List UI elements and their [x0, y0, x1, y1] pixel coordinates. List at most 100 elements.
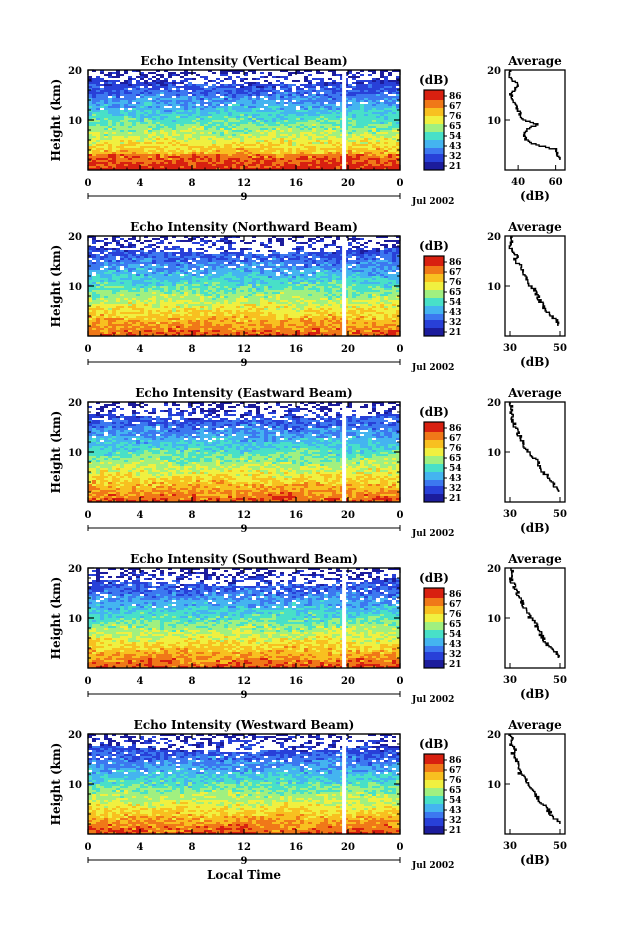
colorbar-segment — [424, 446, 444, 449]
colorbar-tick-label: 86 — [449, 424, 462, 434]
colorbar-segment — [424, 168, 444, 171]
avg-y-tick-label: 20 — [487, 730, 501, 741]
avg-x-tick-label: 30 — [503, 343, 517, 354]
avg-x-tick-label: 30 — [503, 841, 517, 852]
avg-x-label: (dB) — [520, 355, 550, 369]
avg-profile-line — [508, 70, 561, 160]
colorbar-segment — [424, 454, 444, 457]
colorbar-segment — [424, 796, 444, 799]
x-tick-label: 12 — [237, 344, 251, 355]
colorbar-tick-label: 32 — [449, 816, 462, 826]
avg-x-tick-label: 30 — [503, 675, 517, 686]
avg-title: Average — [507, 552, 562, 566]
colorbar-segment — [424, 770, 444, 773]
colorbar-segment — [424, 826, 444, 829]
colorbar-segment — [424, 808, 444, 811]
colorbar-segment — [424, 766, 444, 769]
colorbar-segment — [424, 468, 444, 471]
colorbar-tick-label: 65 — [449, 620, 462, 630]
colorbar-tick-label: 21 — [449, 494, 462, 504]
x-tick-label: 0 — [85, 178, 92, 189]
colorbar-tick-label: 65 — [449, 288, 462, 298]
colorbar-segment — [424, 166, 444, 169]
colorbar-segment — [424, 314, 444, 317]
x-tick-label: 16 — [289, 344, 303, 355]
colorbar-segment — [424, 822, 444, 825]
colorbar-segment — [424, 606, 444, 609]
y-tick-label: 10 — [68, 282, 82, 293]
colorbar-segment — [424, 490, 444, 493]
colorbar-segment — [424, 294, 444, 297]
colorbar-segment — [424, 298, 444, 301]
colorbar-tick-label: 32 — [449, 484, 462, 494]
colorbar-segment — [424, 140, 444, 143]
colorbar-segment — [424, 638, 444, 641]
colorbar-segment — [424, 472, 444, 475]
colorbar-segment — [424, 162, 444, 165]
colorbar-segment — [424, 98, 444, 101]
colorbar-segment — [424, 304, 444, 307]
colorbar-segment — [424, 626, 444, 629]
colorbar-segment — [424, 500, 444, 503]
colorbar-segment — [424, 602, 444, 605]
colorbar-segment — [424, 590, 444, 593]
y-tick-label: 10 — [68, 448, 82, 459]
colorbar-segment — [424, 130, 444, 133]
y-axis-label: Height (km) — [49, 79, 63, 162]
colorbar-segment — [424, 592, 444, 595]
colorbar-unit: (dB) — [419, 73, 449, 87]
colorbar-segment — [424, 830, 444, 833]
colorbar-segment — [424, 160, 444, 163]
heatmap — [88, 568, 400, 668]
y-axis-label: Height (km) — [49, 577, 63, 660]
colorbar-segment — [424, 478, 444, 481]
colorbar-unit: (dB) — [419, 571, 449, 585]
colorbar-segment — [424, 788, 444, 791]
x-tick-label: 20 — [341, 178, 355, 189]
colorbar-segment — [424, 124, 444, 127]
y-axis-label: Height (km) — [49, 245, 63, 328]
colorbar-tick-label: 32 — [449, 650, 462, 660]
avg-x-label: (dB) — [520, 687, 550, 701]
colorbar-segment — [424, 488, 444, 491]
colorbar-segment — [424, 666, 444, 669]
colorbar-segment — [424, 100, 444, 103]
colorbar-segment — [424, 442, 444, 445]
panel-title: Echo Intensity (Eastward Beam) — [135, 386, 352, 400]
colorbar-segment — [424, 118, 444, 121]
colorbar-tick-label: 21 — [449, 162, 462, 172]
avg-title: Average — [507, 220, 562, 234]
beam-panel-2: Echo Intensity (Northward Beam) 0 4 8 12 16 20… — [49, 220, 567, 373]
colorbar-segment — [424, 106, 444, 109]
colorbar-segment — [424, 108, 444, 111]
colorbar-segment — [424, 760, 444, 763]
colorbar-segment — [424, 104, 444, 107]
colorbar-segment — [424, 156, 444, 159]
x-tick-label: 4 — [137, 178, 144, 189]
colorbar-segment — [424, 634, 444, 637]
colorbar-segment — [424, 332, 444, 335]
colorbar-segment — [424, 774, 444, 777]
x-tick-label: 12 — [237, 842, 251, 853]
heatmap — [88, 402, 400, 502]
colorbar-segment — [424, 430, 444, 433]
colorbar-tick-label: 43 — [449, 142, 462, 152]
colorbar-segment — [424, 300, 444, 303]
colorbar-segment — [424, 614, 444, 617]
beam-panel-5: Echo Intensity (Westward Beam) 0 4 8 12 16 20 0… — [49, 718, 567, 871]
beam-panel-4: Echo Intensity (Southward Beam) 0 4 8 12 16 20… — [49, 552, 567, 705]
colorbar-segment — [424, 320, 444, 323]
x-tick-label: 16 — [289, 510, 303, 521]
avg-x-tick-label: 40 — [511, 177, 525, 188]
colorbar-segment — [424, 150, 444, 153]
colorbar-segment — [424, 330, 444, 333]
colorbar-segment — [424, 92, 444, 95]
data-gap — [342, 402, 347, 502]
colorbar-segment — [424, 432, 444, 435]
colorbar-tick-label: 54 — [449, 132, 462, 142]
colorbar-segment — [424, 496, 444, 499]
colorbar-segment — [424, 646, 444, 649]
avg-x-tick-label: 50 — [553, 509, 567, 520]
colorbar-unit: (dB) — [419, 737, 449, 751]
y-axis-label: Height (km) — [49, 411, 63, 494]
